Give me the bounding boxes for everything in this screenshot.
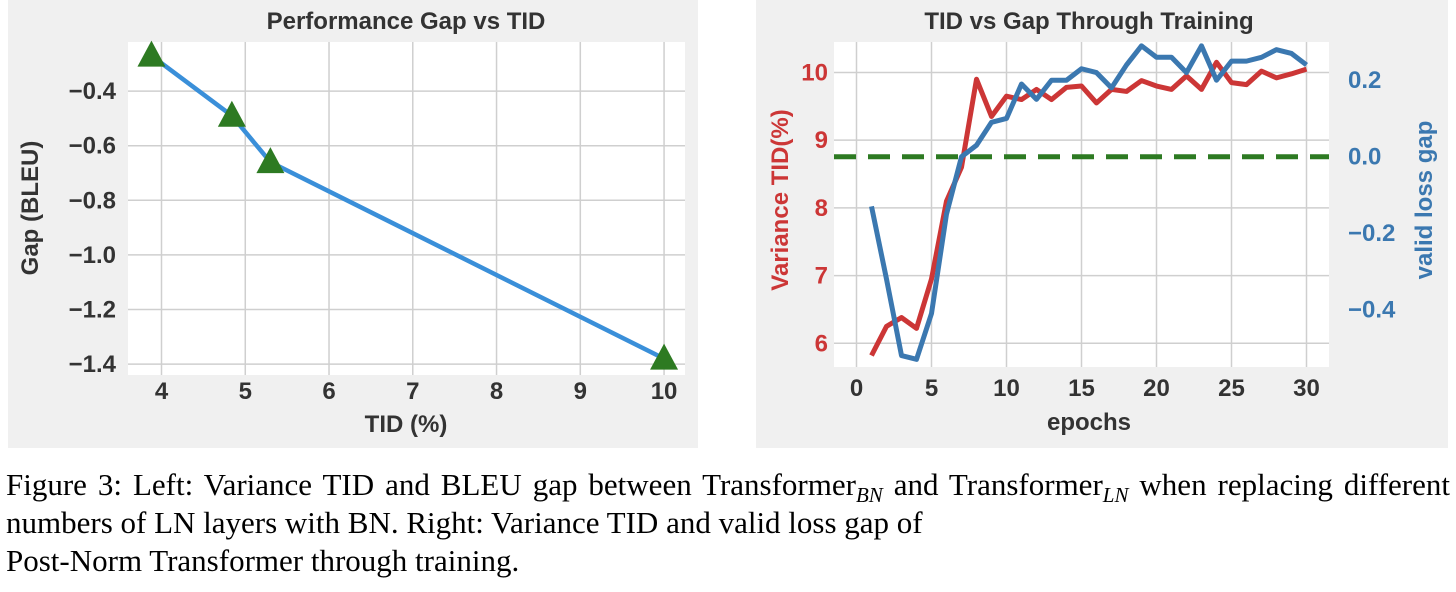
left-data-point-marker [256, 147, 285, 174]
right-right-y-tick-labels: 0.2 0.0 −0.2 −0.4 [1348, 67, 1396, 323]
right-x-tick-labels: 0 5 10 15 20 25 30 [850, 375, 1320, 402]
right-x-tick-label: 10 [993, 375, 1020, 402]
right-right-y-axis-label: valid loss gap [1411, 121, 1438, 280]
right-left-y-tick-label: 9 [815, 127, 828, 154]
left-y-tick-label: −1.0 [69, 242, 116, 269]
right-x-tick-label: 5 [925, 375, 938, 402]
figure-caption: Figure 3: Left: Variance TID and BLEU ga… [6, 466, 1450, 580]
left-data-point-marker [137, 40, 166, 67]
right-left-y-tick-labels: 6 7 8 9 10 [801, 59, 828, 357]
left-grid [128, 42, 685, 375]
left-x-tick-label: 5 [239, 378, 252, 405]
right-x-tick-label: 20 [1143, 375, 1170, 402]
left-series [137, 40, 679, 370]
right-x-tick-label: 30 [1293, 375, 1320, 402]
right-left-y-tick-label: 7 [815, 263, 828, 290]
left-x-tick-labels: 4 5 6 7 8 9 10 [155, 378, 678, 405]
right-x-axis-label: epochs [1047, 409, 1131, 436]
left-plot-area [128, 42, 685, 375]
left-chart-title: Performance Gap vs TID [267, 8, 546, 35]
left-y-tick-labels: −0.4 −0.6 −0.8 −1.0 −1.2 −1.4 [69, 78, 117, 378]
right-right-y-tick-label: 0.0 [1348, 144, 1381, 171]
right-right-y-tick-label: −0.4 [1348, 297, 1396, 324]
left-series-line [150, 53, 666, 361]
valid-loss-gap-line [869, 43, 1309, 362]
left-x-tick-label: 8 [490, 378, 503, 405]
right-chart-title: TID vs Gap Through Training [924, 8, 1253, 35]
left-data-point-marker [217, 100, 246, 127]
left-y-tick-label: −0.4 [69, 78, 117, 105]
right-left-y-tick-label: 6 [815, 330, 828, 357]
left-y-axis-label: Gap (BLEU) [17, 141, 44, 276]
left-data-point-marker [650, 343, 679, 370]
caption-prefix: Figure 3: Left: Variance TID and BLEU ga… [6, 467, 856, 502]
left-y-tick-label: −1.2 [69, 296, 116, 323]
right-right-y-tick-label: −0.2 [1348, 220, 1395, 247]
right-left-y-tick-label: 10 [801, 59, 828, 86]
right-x-tick-label: 25 [1218, 375, 1245, 402]
figure: Performance Gap vs TID 4 5 6 7 8 9 10 −0.4 −0.6… [8, 0, 1448, 448]
caption-subscript-ln: LN [1102, 483, 1129, 508]
left-x-tick-label: 9 [574, 378, 587, 405]
left-x-tick-label: 6 [322, 378, 335, 405]
right-series [834, 43, 1329, 362]
left-x-tick-label: 10 [651, 378, 678, 405]
left-y-tick-label: −0.6 [69, 133, 116, 160]
right-right-y-tick-label: 0.2 [1348, 67, 1381, 94]
left-y-tick-label: −1.4 [69, 351, 117, 378]
right-left-y-tick-label: 8 [815, 195, 828, 222]
right-x-tick-label: 0 [850, 375, 863, 402]
caption-middle: and Transformer [882, 467, 1103, 502]
right-left-y-axis-label: Variance TID(%) [767, 109, 794, 290]
left-x-tick-label: 4 [155, 378, 169, 405]
caption-suffix: when replacing different numbers of LN l… [6, 467, 1450, 540]
left-x-axis-label: TID (%) [365, 411, 448, 438]
left-y-tick-label: −0.8 [69, 187, 116, 214]
left-x-tick-label: 7 [406, 378, 419, 405]
caption-subscript-bn: BN [855, 483, 883, 508]
caption-last-line: Post-Norm Transformer through training. [6, 543, 520, 578]
right-x-tick-label: 15 [1068, 375, 1095, 402]
